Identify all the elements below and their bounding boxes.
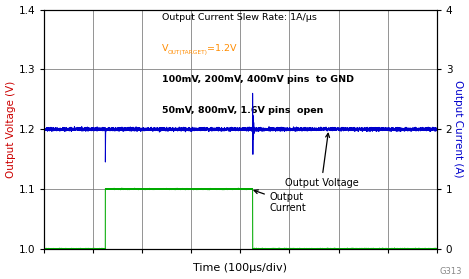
Text: 50mV, 800mV, 1.6V pins  open: 50mV, 800mV, 1.6V pins open [162, 107, 323, 116]
Text: Output Voltage: Output Voltage [285, 133, 358, 188]
Text: OUT(TARGET): OUT(TARGET) [167, 50, 207, 55]
Text: Output Current Slew Rate: 1A/μs: Output Current Slew Rate: 1A/μs [162, 13, 317, 22]
Y-axis label: Output Voltage (V): Output Voltage (V) [6, 81, 15, 178]
Text: V: V [162, 44, 168, 53]
Text: G313: G313 [439, 267, 462, 276]
Text: Output
Current: Output Current [254, 190, 307, 213]
Text: 100mV, 200mV, 400mV pins  to GND: 100mV, 200mV, 400mV pins to GND [162, 75, 354, 84]
Y-axis label: Output Current (A): Output Current (A) [454, 80, 463, 178]
Text: =1.2V: =1.2V [206, 44, 236, 53]
X-axis label: Time (100μs/div): Time (100μs/div) [193, 263, 287, 273]
